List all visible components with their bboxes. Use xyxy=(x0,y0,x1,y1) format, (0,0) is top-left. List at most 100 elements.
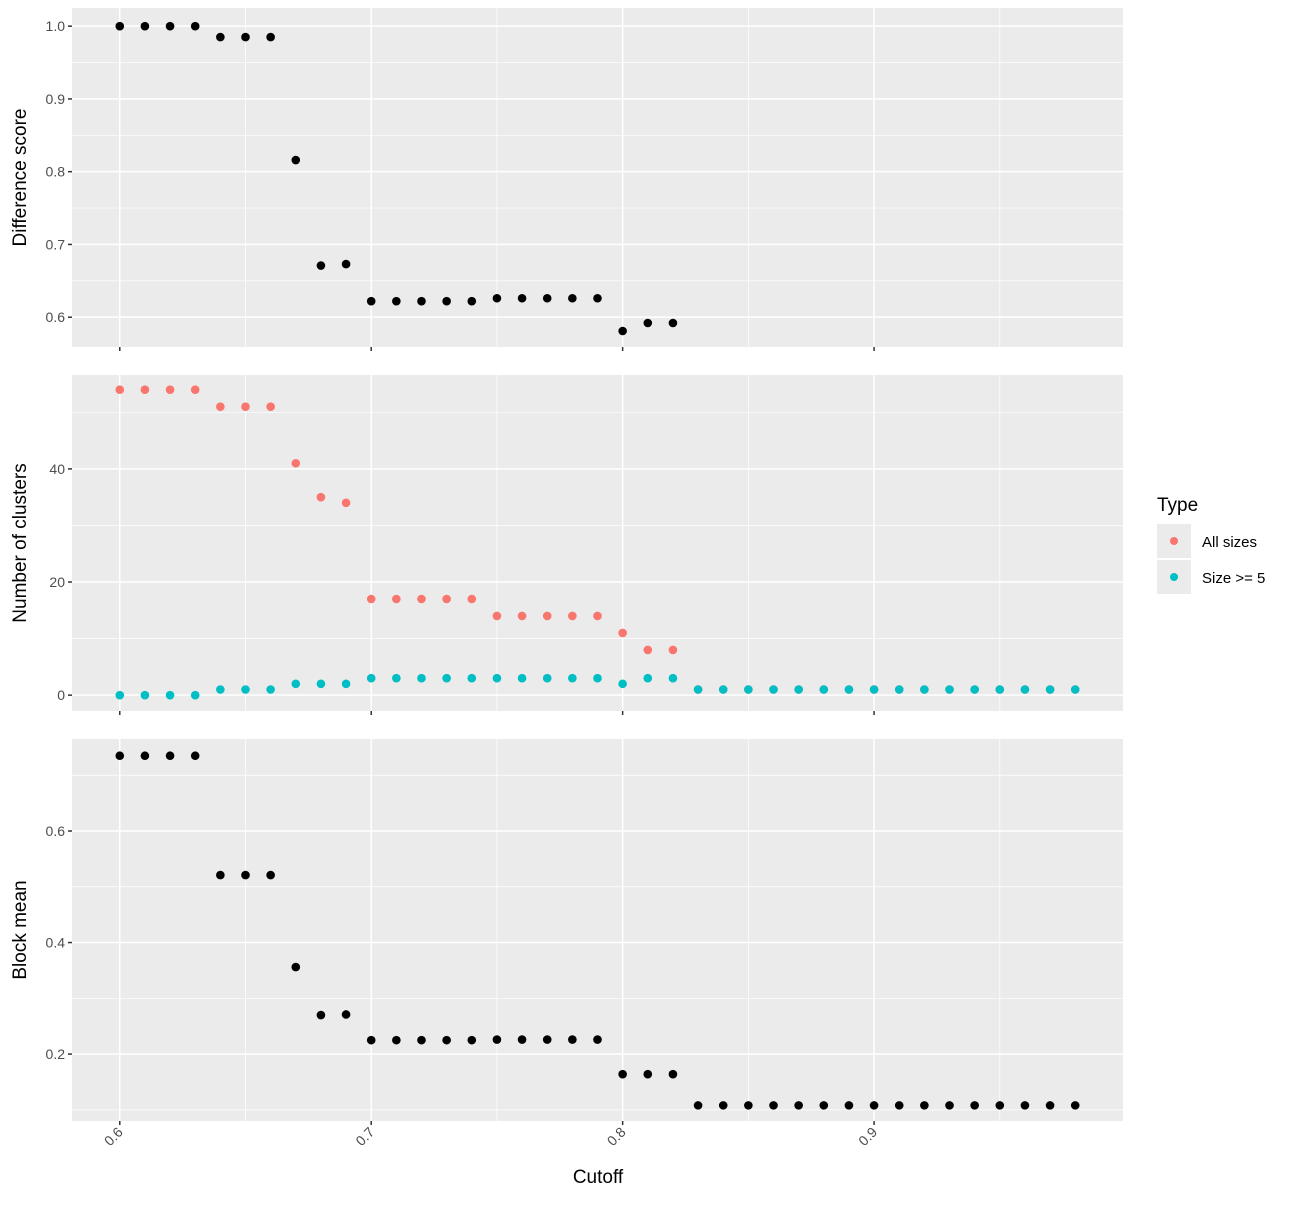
data-point-difference-score xyxy=(492,293,502,303)
data-point-size-5 xyxy=(165,690,175,700)
data-point-size-5 xyxy=(945,685,954,694)
legend-label-size-5: Size >= 5 xyxy=(1202,570,1265,587)
data-point-difference-score xyxy=(316,261,326,270)
data-point-difference-score xyxy=(668,318,678,328)
data-point-difference-score xyxy=(467,296,477,306)
data-point-block-mean xyxy=(165,751,175,761)
legend-label-all-sizes: All sizes xyxy=(1202,534,1257,551)
y-tick-label: 0.6 xyxy=(46,309,66,325)
data-point-size-5 xyxy=(693,685,703,694)
data-point-all-sizes xyxy=(542,611,552,621)
data-point-all-sizes xyxy=(492,611,502,621)
legend-marker-size-5 xyxy=(1170,573,1178,581)
data-point-size-5 xyxy=(995,685,1005,694)
data-point-all-sizes xyxy=(115,385,125,395)
data-point-size-5 xyxy=(1045,685,1055,694)
data-point-block-mean xyxy=(291,962,301,972)
data-point-size-5 xyxy=(769,685,778,694)
data-point-all-sizes xyxy=(165,385,175,395)
data-point-size-5 xyxy=(869,685,879,694)
panel-background xyxy=(72,739,1123,1121)
data-point-size-5 xyxy=(794,685,803,694)
data-point-difference-score xyxy=(542,293,552,303)
data-point-block-mean xyxy=(744,1101,753,1110)
data-point-block-mean xyxy=(467,1035,477,1045)
y-tick-label: 20 xyxy=(49,574,65,590)
data-point-size-5 xyxy=(316,679,326,689)
data-point-all-sizes xyxy=(291,458,301,468)
data-point-size-5 xyxy=(643,673,653,683)
data-point-block-mean xyxy=(241,870,250,880)
data-point-all-sizes xyxy=(266,402,275,411)
y-tick-label: 0.8 xyxy=(46,164,66,180)
data-point-block-mean xyxy=(316,1010,326,1020)
data-point-all-sizes xyxy=(341,498,351,508)
legend-marker-all-sizes xyxy=(1170,537,1178,545)
x-tick-label: 0.9 xyxy=(855,1124,880,1149)
data-point-block-mean xyxy=(442,1035,451,1045)
x-axis-label: Cutoff xyxy=(573,1167,624,1188)
data-point-size-5 xyxy=(291,679,301,689)
data-point-block-mean xyxy=(894,1101,904,1110)
data-point-block-mean xyxy=(1045,1101,1055,1110)
data-point-block-mean xyxy=(693,1101,703,1110)
data-point-difference-score xyxy=(618,326,627,336)
data-point-all-sizes xyxy=(593,611,602,621)
data-point-size-5 xyxy=(392,673,401,683)
data-point-block-mean xyxy=(718,1101,728,1110)
data-point-all-sizes xyxy=(442,594,451,604)
data-point-size-5 xyxy=(920,685,929,694)
data-point-size-5 xyxy=(467,673,477,683)
data-point-all-sizes xyxy=(643,645,653,655)
data-point-block-mean xyxy=(618,1069,627,1079)
data-point-block-mean xyxy=(819,1101,829,1110)
data-point-block-mean xyxy=(568,1035,577,1044)
data-point-size-5 xyxy=(844,685,854,694)
data-point-block-mean xyxy=(140,751,150,761)
data-point-all-sizes xyxy=(668,645,678,655)
data-point-block-mean xyxy=(366,1035,376,1045)
data-point-difference-score xyxy=(341,259,351,269)
data-point-block-mean xyxy=(492,1035,502,1044)
data-point-block-mean xyxy=(517,1035,527,1044)
data-point-size-5 xyxy=(190,690,200,700)
y-tick-label: 0.7 xyxy=(46,236,66,252)
y-axis-label: Number of clusters xyxy=(10,463,31,622)
data-point-size-5 xyxy=(140,690,150,700)
data-point-size-5 xyxy=(517,673,527,683)
data-point-block-mean xyxy=(995,1101,1005,1110)
data-point-size-5 xyxy=(216,685,225,694)
data-point-size-5 xyxy=(366,673,376,683)
y-tick-label: 0.9 xyxy=(46,91,66,107)
data-point-difference-score xyxy=(140,21,150,31)
y-axis-label: Block mean xyxy=(10,880,31,979)
data-point-size-5 xyxy=(115,690,125,700)
data-point-block-mean xyxy=(115,751,125,761)
data-point-difference-score xyxy=(643,318,653,328)
data-point-block-mean xyxy=(190,751,200,761)
data-point-size-5 xyxy=(744,685,753,694)
data-point-size-5 xyxy=(266,685,275,694)
data-point-all-sizes xyxy=(618,628,627,638)
data-point-block-mean xyxy=(1070,1101,1080,1110)
data-point-difference-score xyxy=(190,21,200,31)
data-point-all-sizes xyxy=(417,594,426,604)
data-point-difference-score xyxy=(216,32,225,42)
data-point-size-5 xyxy=(341,679,351,689)
data-point-difference-score xyxy=(241,32,250,42)
data-point-size-5 xyxy=(241,685,250,694)
data-point-difference-score xyxy=(115,21,125,31)
legend-title: Type xyxy=(1157,495,1198,516)
data-point-block-mean xyxy=(216,870,225,880)
data-point-size-5 xyxy=(542,673,552,683)
data-point-difference-score xyxy=(593,293,602,303)
data-point-size-5 xyxy=(593,673,602,683)
data-point-difference-score xyxy=(165,21,175,31)
data-point-block-mean xyxy=(643,1069,653,1079)
y-tick-label: 0.6 xyxy=(46,823,66,839)
data-point-size-5 xyxy=(492,673,502,683)
data-point-difference-score xyxy=(366,296,376,306)
data-point-size-5 xyxy=(1020,685,1030,694)
data-point-all-sizes xyxy=(392,594,401,604)
